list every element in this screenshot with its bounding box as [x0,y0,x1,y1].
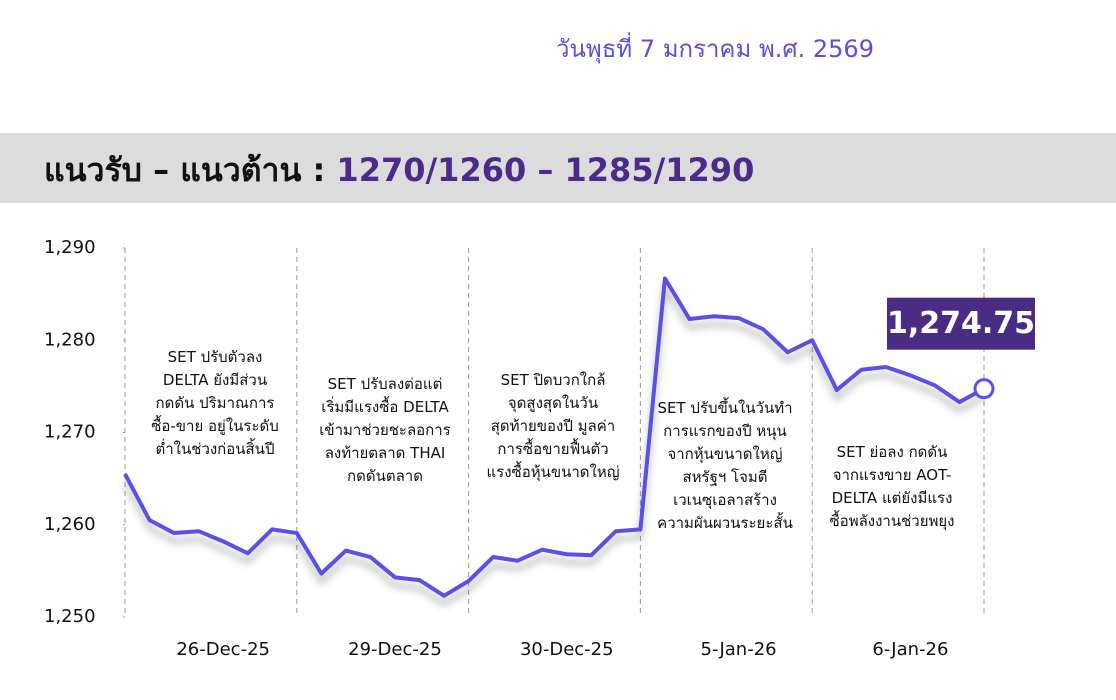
annotation-line: การแรกของปี หนุน [663,422,787,441]
y-tick-label: 1,290 [44,237,96,258]
annotation-line: SET ปรับลงต่อแต่ [328,375,443,393]
annotation-line: เวเนซุเอลาสร้าง [673,491,777,510]
annotation-line: การซื้อขายฟื้นตัว [497,438,608,458]
headline: แนวรับ – แนวต้าน : 1270/1260 – 1285/1290 [44,151,754,189]
annotation-line: จากแรงขาย AOT- [833,466,952,484]
headline-label: แนวรับ – แนวต้าน : [44,151,325,189]
annotation-line: SET ปรับตัวลง [168,348,263,366]
x-tick-label: 30-Dec-25 [520,639,614,660]
header-band [0,133,1116,203]
annotation: SET ย่อลง กดดันจากแรงขาย AOT- DELTA แต่ยั… [830,443,955,531]
annotation-line: SET ย่อลง กดดัน [837,443,948,461]
annotation: SET ปิดบวกใกล้จุดสูงสุดในวันสุดท้ายของปี… [486,371,619,482]
annotation-line: ซื้อ-ขาย อยู่ในระดับ [151,415,279,435]
annotation-line: กดดัน ปริมาณการ [156,394,275,412]
annotation-line: DELTA ยังมีส่วน [163,371,267,389]
annotation: SET ปรับลงต่อแต่เริ่มมีแรงซื้อ DELTA เข้า… [319,375,451,485]
annotation: SET ปรับตัวลง DELTA ยังมีส่วนกดดัน ปริมาณ… [151,348,279,458]
annotation-line: แรงซื้อหุ้นขนาดใหญ่ [486,461,619,482]
annotation-line: จากหุ้นขนาดใหญ่ [667,445,782,464]
value-label: 1,274.75 [887,306,1035,341]
annotation-line: เริ่มมีแรงซื้อ DELTA [321,396,449,416]
annotation-line: SET ปิดบวกใกล้ [501,371,606,389]
annotation-line: ซื้อพลังงานช่วยพยุง [830,510,955,531]
value-label-box [887,297,1035,350]
price-line [123,276,985,598]
annotation: SET ปรับขึ้นในวันทำการแรกของปี หนุนจากหุ… [657,397,793,532]
annotation-line: ลงท้ายตลาด THAI [325,444,446,462]
annotation-line: เข้ามาช่วยชะลอการ [319,421,451,439]
annotation-line: สุดท้ายของปี มูลค่า [491,417,615,436]
annotation-line: ความผันผวนระยะสั้น [657,512,793,532]
y-tick-label: 1,260 [44,514,96,535]
annotation-line: สหรัฐฯ โจมตี [682,468,767,486]
y-tick-label: 1,280 [44,329,96,350]
headline-levels: 1270/1260 – 1285/1290 [336,151,754,189]
annotation-line: DELTA แต่ยังมีแรง [832,489,953,507]
x-tick-label: 6-Jan-26 [872,639,948,660]
y-tick-label: 1,250 [44,606,96,627]
y-tick-label: 1,270 [44,422,96,443]
x-tick-label: 29-Dec-25 [348,639,442,660]
annotation-line: ต่ำในช่วงก่อนสิ้นปี [156,438,275,458]
last-point [973,378,995,400]
annotation-line: จุดสูงสุดในวัน [508,394,598,413]
annotation-line: SET ปรับขึ้นในวันทำ [657,397,792,417]
x-tick-label: 26-Dec-25 [176,639,270,660]
date: วันพุธที่ 7 มกราคม พ.ศ. 2569 [556,32,874,64]
x-tick-label: 5-Jan-26 [701,639,777,660]
annotation-line: กดดันตลาด [347,467,423,485]
